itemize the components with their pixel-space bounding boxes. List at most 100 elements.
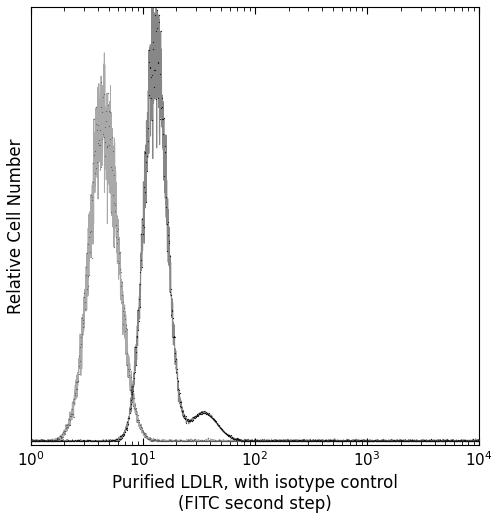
Point	[132, 361, 140, 370]
Point	[253, 436, 261, 444]
Point	[366, 436, 374, 445]
Point	[276, 437, 283, 445]
Point	[208, 412, 216, 420]
Point	[265, 437, 273, 445]
Point	[99, 93, 107, 101]
Point	[42, 437, 50, 445]
Point	[386, 437, 394, 445]
Point	[138, 230, 146, 239]
Point	[308, 436, 316, 445]
Point	[158, 115, 166, 123]
Point	[105, 436, 113, 445]
Point	[331, 437, 339, 445]
Point	[101, 437, 109, 445]
Point	[270, 437, 278, 445]
Point	[288, 437, 296, 445]
Point	[326, 436, 334, 444]
Point	[268, 437, 276, 445]
Point	[32, 437, 40, 445]
Point	[468, 437, 475, 445]
Point	[167, 291, 175, 300]
Point	[454, 437, 462, 445]
Point	[344, 437, 352, 445]
Point	[31, 437, 39, 445]
Point	[322, 436, 330, 445]
Point	[200, 409, 207, 417]
Point	[346, 437, 354, 445]
Point	[418, 437, 426, 445]
Point	[202, 437, 209, 445]
Point	[197, 410, 205, 418]
Point	[400, 437, 408, 445]
Point	[94, 437, 102, 445]
Point	[88, 436, 96, 445]
Point	[47, 437, 55, 445]
Point	[169, 437, 177, 445]
Point	[463, 436, 471, 445]
Point	[109, 191, 117, 199]
Point	[372, 436, 380, 445]
Point	[355, 437, 363, 445]
Point	[132, 407, 140, 415]
Point	[301, 437, 309, 445]
Point	[82, 271, 90, 279]
Point	[356, 436, 364, 445]
Point	[395, 436, 403, 445]
Point	[124, 365, 132, 373]
Point	[80, 437, 88, 445]
Point	[35, 437, 43, 445]
Point	[154, 59, 162, 68]
Point	[28, 436, 36, 444]
Point	[442, 437, 450, 445]
Point	[108, 208, 116, 216]
Point	[254, 437, 262, 445]
Point	[222, 430, 230, 438]
Point	[125, 371, 133, 380]
Point	[94, 138, 102, 147]
Point	[114, 225, 122, 233]
Point	[136, 303, 143, 311]
Point	[369, 437, 377, 445]
Point	[132, 404, 140, 412]
Point	[72, 437, 80, 445]
Point	[364, 436, 372, 445]
Point	[282, 437, 290, 445]
Point	[222, 437, 230, 445]
Point	[210, 414, 218, 423]
Point	[474, 435, 482, 444]
Point	[330, 437, 338, 445]
Point	[216, 436, 224, 445]
Point	[126, 383, 134, 391]
Point	[348, 437, 356, 445]
Point	[320, 437, 328, 445]
Point	[162, 193, 170, 201]
Point	[105, 141, 113, 149]
Point	[210, 415, 218, 424]
Point	[46, 437, 54, 445]
Point	[373, 437, 381, 445]
Point	[239, 437, 247, 445]
Point	[235, 436, 243, 445]
Point	[152, 11, 160, 19]
Point	[118, 298, 126, 306]
Point	[358, 437, 366, 445]
Point	[92, 120, 100, 128]
Point	[300, 436, 308, 445]
Point	[300, 437, 308, 445]
Point	[178, 407, 186, 415]
Point	[372, 437, 380, 445]
Point	[326, 436, 334, 445]
Point	[334, 436, 342, 445]
Point	[112, 435, 120, 443]
Point	[384, 437, 392, 445]
Point	[53, 437, 61, 445]
Point	[128, 388, 136, 397]
Point	[112, 207, 120, 215]
Point	[256, 437, 264, 445]
Point	[444, 437, 452, 445]
Point	[130, 394, 138, 402]
Point	[397, 437, 405, 445]
Point	[44, 437, 52, 445]
Point	[166, 437, 174, 445]
Point	[251, 437, 259, 445]
